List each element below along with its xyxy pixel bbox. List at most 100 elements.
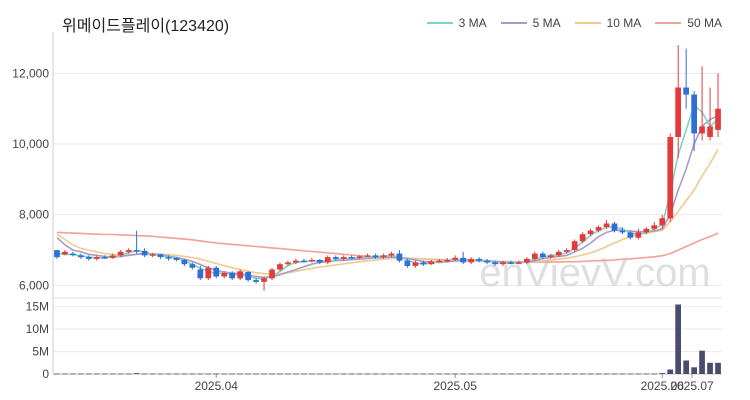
candle-body <box>667 137 674 219</box>
candle-body <box>356 256 363 258</box>
volume-bar <box>348 373 355 375</box>
candle-body <box>603 223 610 227</box>
candle-body <box>651 225 658 229</box>
candle-body <box>420 262 427 265</box>
ma5-line <box>56 115 719 279</box>
volume-bar <box>547 373 554 375</box>
candle-body <box>563 250 570 252</box>
x-tick-label: 2025.04 <box>195 379 239 393</box>
volume-bar <box>516 373 522 375</box>
volume-bar <box>189 373 196 375</box>
volume-bar <box>715 362 721 374</box>
candle-body <box>62 251 68 255</box>
volume-bar <box>683 360 689 374</box>
volume-bar <box>699 350 705 374</box>
volume-bar <box>444 373 451 375</box>
candle-body <box>316 260 323 263</box>
volume-bar <box>619 373 626 375</box>
candle-body <box>500 262 506 265</box>
candle-body <box>476 258 482 261</box>
volume-bar <box>78 373 84 375</box>
volume-bar <box>492 373 498 375</box>
volume-bar <box>539 373 546 375</box>
volume-bar <box>173 373 180 375</box>
legend-item: 5 MA <box>500 16 561 30</box>
candle-body <box>683 87 689 95</box>
price-tick-label: 6,000 <box>19 278 49 292</box>
candle-body <box>237 271 243 279</box>
candle-body <box>619 230 626 233</box>
candle-body <box>117 251 124 256</box>
candle-body <box>468 258 474 263</box>
candle-body <box>213 267 220 277</box>
legend-swatch <box>574 22 601 24</box>
volume-bar <box>340 373 347 375</box>
candle-body <box>309 260 315 262</box>
volume-bar <box>524 373 530 375</box>
volume-bar <box>667 369 674 374</box>
legend-label: 50 MA <box>687 16 722 30</box>
legend-item: 50 MA <box>655 16 722 30</box>
volume-bar <box>141 373 148 375</box>
candle-body <box>372 255 379 258</box>
candle-body <box>380 255 387 258</box>
candle-body <box>324 257 331 263</box>
candle-body <box>627 232 634 238</box>
candle-body <box>595 227 602 231</box>
volume-bar <box>412 373 419 375</box>
volume-bar <box>181 373 188 375</box>
volume-bar <box>500 373 506 375</box>
candle-body <box>141 250 148 256</box>
volume-bar <box>611 373 618 375</box>
volume-bar <box>579 373 586 375</box>
candle-body <box>301 260 307 263</box>
legend-label: 5 MA <box>532 16 561 30</box>
legend-swatch <box>500 22 527 24</box>
volume-bar <box>404 373 411 375</box>
volume-bar <box>563 373 570 375</box>
candle-body <box>516 262 522 264</box>
candle-body <box>532 253 538 259</box>
ma3-line <box>56 104 719 280</box>
watermark: enVievV.com <box>479 251 710 295</box>
price-tick-label: 12,000 <box>12 66 49 80</box>
volume-bar <box>197 373 204 375</box>
volume-bar <box>205 373 212 375</box>
candle-body <box>691 94 697 134</box>
volume-bar <box>396 373 403 375</box>
volume-bar <box>301 373 307 375</box>
volume-bar <box>532 373 538 375</box>
candle-body <box>245 272 251 281</box>
candle-body <box>571 241 578 250</box>
candle-body <box>412 262 419 266</box>
x-tick-label: 2025.06 <box>641 379 685 393</box>
candle-body <box>197 269 204 279</box>
candle-body <box>133 250 140 252</box>
volume-bar <box>117 373 124 375</box>
candle-body <box>181 260 188 265</box>
volume-bar <box>101 373 108 375</box>
candle-body <box>428 261 435 265</box>
volume-bar <box>452 373 458 375</box>
candle-body <box>269 269 275 279</box>
volume-bar <box>420 373 427 375</box>
candle-body <box>396 253 403 261</box>
candle-body <box>555 251 562 256</box>
volume-bar <box>675 304 681 374</box>
candle-body <box>253 280 259 282</box>
candle-body <box>364 255 371 257</box>
volume-bar <box>86 373 92 375</box>
volume-bar <box>627 373 634 375</box>
volume-bar <box>436 373 443 375</box>
volume-bar <box>316 373 323 375</box>
volume-bar <box>468 373 474 375</box>
candle-body <box>539 253 546 258</box>
volume-bar <box>659 373 666 374</box>
volume-bar <box>229 373 235 375</box>
legend-label: 3 MA <box>458 16 487 30</box>
volume-bar <box>165 373 172 375</box>
volume-bar <box>213 373 220 375</box>
candle-body <box>388 253 395 256</box>
volume-bar <box>388 373 395 375</box>
volume-bar <box>460 373 466 375</box>
